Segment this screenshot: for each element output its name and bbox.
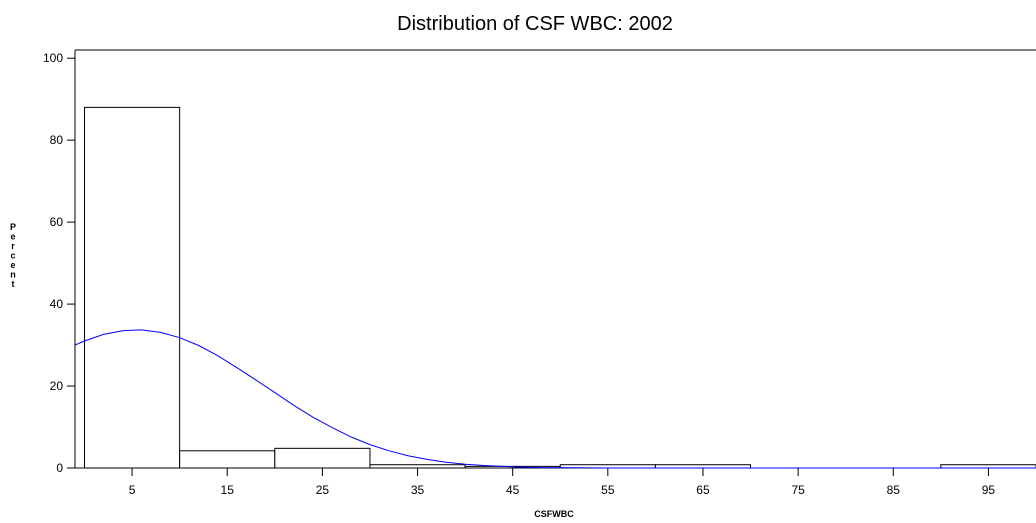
x-tick-label: 35 bbox=[411, 483, 425, 497]
x-axis: 5 15 25 35 45 55 65 75 85 95 bbox=[129, 468, 996, 497]
histogram-bars bbox=[84, 106, 1036, 469]
histogram-bar bbox=[84, 106, 181, 469]
y-tick-label: 0 bbox=[56, 461, 63, 475]
histogram-bar bbox=[179, 450, 276, 469]
y-axis: 0 20 40 60 80 100 bbox=[43, 51, 75, 475]
x-tick-label: 95 bbox=[982, 483, 996, 497]
plot-frame bbox=[74, 49, 1036, 469]
x-tick-label: 75 bbox=[791, 483, 805, 497]
y-tick-label: 100 bbox=[43, 51, 63, 65]
y-tick-label: 40 bbox=[50, 297, 64, 311]
x-tick-label: 45 bbox=[506, 483, 520, 497]
histogram-bar bbox=[369, 464, 466, 469]
y-tick-label: 60 bbox=[50, 215, 64, 229]
fitted-normal-curve bbox=[74, 329, 1036, 469]
chart-title: Distribution of CSF WBC: 2002 bbox=[397, 13, 673, 35]
y-tick-label: 80 bbox=[50, 133, 64, 147]
y-tick-label: 20 bbox=[50, 379, 64, 393]
x-tick-label: 15 bbox=[221, 483, 235, 497]
histogram-bar bbox=[274, 447, 371, 469]
x-tick-label: 65 bbox=[696, 483, 710, 497]
x-axis-label: CSFWBC bbox=[534, 509, 574, 519]
x-tick-label: 55 bbox=[601, 483, 615, 497]
x-tick-label: 25 bbox=[316, 483, 330, 497]
x-tick-label: 5 bbox=[129, 483, 136, 497]
x-tick-label: 85 bbox=[887, 483, 901, 497]
